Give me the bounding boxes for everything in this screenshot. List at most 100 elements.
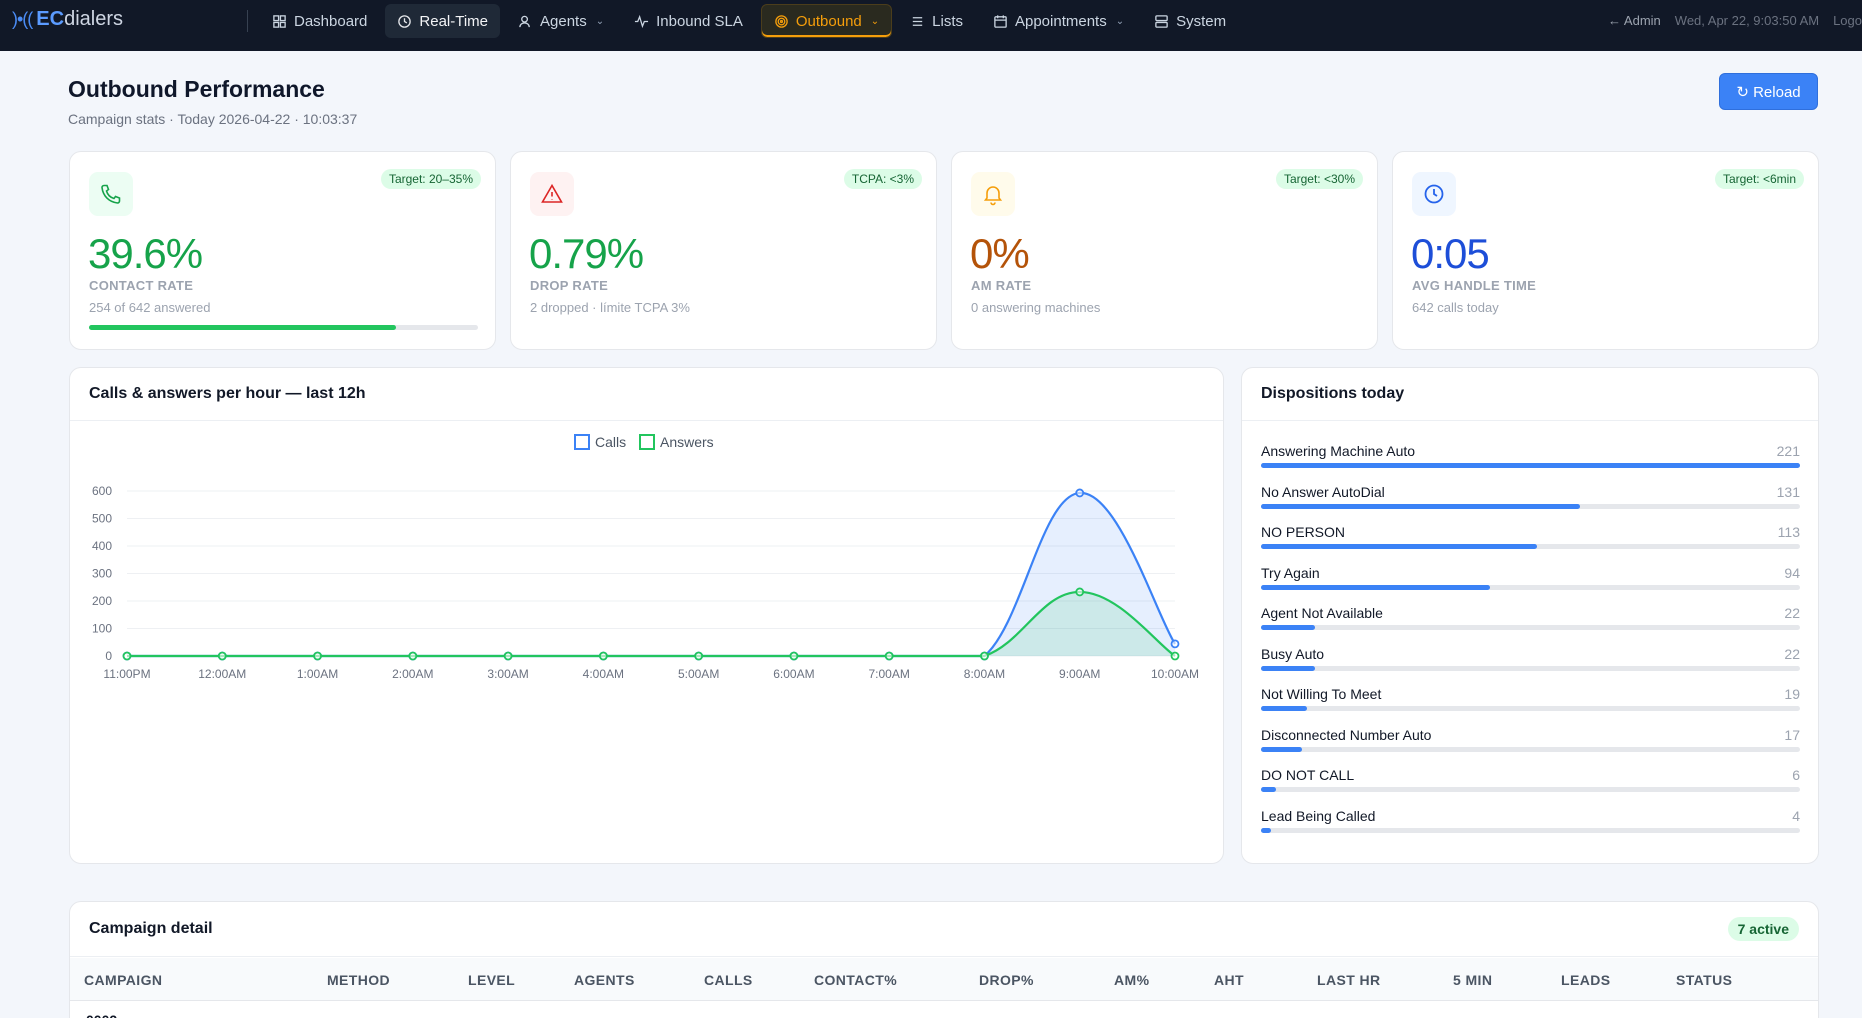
column-header[interactable]: DROP% (979, 972, 1034, 988)
chevron-down-icon: ⌄ (1115, 15, 1125, 27)
kpi-value: 0:05 (1411, 230, 1490, 277)
x-tick-label: 4:00AM (583, 667, 624, 681)
disposition-bar-track (1261, 787, 1800, 792)
data-point (503, 651, 513, 661)
dispositions-list: Answering Machine Auto 221 No Answer AutoD… (1261, 443, 1800, 848)
column-header[interactable]: AM% (1114, 972, 1150, 988)
top-nav: )•(( ECdialers Dashboard Real-Time Agent… (0, 0, 1862, 51)
calls-answers-chart: 0 100 200 300 400 500 600 11:00PM 12:00AM 1:00AM 2… (92, 434, 1199, 681)
disposition-bar-track (1261, 584, 1800, 590)
column-header[interactable]: AGENTS (574, 972, 635, 988)
disposition-name: No Answer AutoDial (1261, 483, 1385, 500)
legend-swatch (574, 434, 590, 450)
y-tick-label: 0 (105, 649, 112, 663)
disposition-count: 17 (1784, 726, 1800, 743)
campaign-title: Campaign detail (89, 920, 213, 937)
admin-link[interactable]: ← Admin (1608, 13, 1661, 28)
kpi-target-badge: Target: <6min (1714, 169, 1804, 189)
campaign-row-name[interactable]: 0002 (86, 1012, 117, 1018)
column-header[interactable]: LEVEL (468, 972, 516, 988)
data-point (217, 651, 227, 661)
page-title: Outbound Performance (68, 76, 325, 102)
bell-icon (971, 172, 1015, 216)
column-header[interactable]: CAMPAIGN (84, 972, 163, 988)
page-subtitle: Campaign stats · Today 2026-04-22 · 10:0… (68, 111, 358, 127)
disposition-row: Agent Not Available 22 (1261, 605, 1800, 646)
campaign-detail-panel: Campaign detail 7 active CAMPAIGN METHOD L… (69, 901, 1819, 1018)
x-tick-label: 7:00AM (869, 667, 910, 681)
nav-right: ← Admin Wed, Apr 22, 9:03:50 AM Logo (1608, 13, 1862, 28)
nav-agents[interactable]: Agents ⌄ (506, 4, 616, 38)
nav-realtime-label: Real-Time (419, 12, 489, 30)
column-header[interactable]: LEADS (1561, 972, 1611, 988)
data-point (313, 651, 322, 661)
nav-lists[interactable]: Lists (898, 4, 975, 38)
disposition-count: 19 (1784, 686, 1800, 702)
logout-link[interactable]: Logo (1833, 13, 1862, 28)
disposition-bar-track (1261, 503, 1800, 509)
column-header[interactable]: AHT (1214, 972, 1244, 988)
nav-outbound[interactable]: Outbound ⌄ (760, 4, 893, 38)
disposition-name: NO PERSON (1261, 524, 1346, 540)
disposition-count: 113 (1777, 524, 1800, 540)
nav-inbound-sla[interactable]: Inbound SLA (622, 4, 755, 38)
disposition-row: No Answer AutoDial 131 (1261, 484, 1800, 525)
calls-chart-panel: Calls & answers per hour — last 12h 0 100… (69, 367, 1224, 864)
disposition-name: Answering Machine Auto (1261, 443, 1416, 459)
kpi-contact-rate: Target: 20–35% 39.6% CONTACT RATE 254 of… (69, 151, 496, 350)
disposition-bar-track (1261, 463, 1800, 468)
kpi-sub: 2 dropped · límite TCPA 3% (530, 300, 690, 315)
disposition-name: Disconnected Number Auto (1261, 726, 1432, 743)
disposition-name: DO NOT CALL (1261, 767, 1355, 783)
disposition-count: 94 (1784, 564, 1800, 581)
disposition-name: Not Willing To Meet (1261, 686, 1382, 702)
disposition-name: Lead Being Called (1261, 807, 1376, 824)
x-tick-label: 11:00PM (103, 667, 150, 681)
campaign-header: Campaign detail 7 active (70, 902, 1818, 957)
nav-realtime[interactable]: Real-Time (385, 4, 501, 38)
nav-system[interactable]: System (1142, 4, 1238, 38)
nav-dashboard[interactable]: Dashboard (260, 4, 379, 38)
nav-inbound-sla-label: Inbound SLA (656, 12, 743, 30)
disposition-count: 22 (1784, 645, 1800, 662)
brand-logo[interactable]: )•(( ECdialers (12, 8, 123, 31)
data-point (980, 651, 989, 661)
kpi-sub: 0 answering machines (971, 300, 1101, 315)
clock-icon (398, 14, 412, 28)
disposition-bar-fill (1261, 665, 1315, 671)
data-point (789, 651, 799, 661)
reload-button[interactable]: ↻ Reload (1719, 73, 1818, 110)
column-header[interactable]: CALLS (704, 972, 753, 988)
disposition-name: Busy Auto (1261, 645, 1325, 662)
kpi-am-rate: Target: <30% 0% AM RATE 0 answering mach… (951, 151, 1378, 350)
data-point (598, 651, 608, 661)
data-point (884, 651, 894, 661)
disposition-count: 6 (1792, 767, 1800, 783)
x-tick-label: 12:00AM (198, 667, 246, 681)
y-tick-label: 200 (92, 594, 112, 608)
disposition-count: 22 (1784, 605, 1800, 621)
kpi-avg-handle-time: Target: <6min 0:05 AVG HANDLE TIME 642 c… (1392, 151, 1819, 350)
column-header[interactable]: 5 MIN (1453, 972, 1493, 988)
disposition-bar-track (1261, 665, 1800, 671)
column-header[interactable]: LAST HR (1317, 972, 1381, 988)
x-tick-label: 8:00AM (964, 667, 1005, 681)
kpi-target-badge: Target: 20–35% (380, 169, 481, 189)
y-tick-label: 500 (92, 512, 112, 526)
column-header[interactable]: METHOD (327, 972, 391, 988)
nav-outbound-label: Outbound (795, 12, 862, 30)
disposition-row: Not Willing To Meet 19 (1261, 686, 1800, 727)
user-icon (519, 15, 530, 27)
contact-rate-progress (89, 325, 478, 330)
legend-label: Calls (595, 434, 626, 450)
kpi-label: DROP RATE (530, 278, 609, 293)
kpi-label: CONTACT RATE (89, 278, 194, 293)
kpi-label: AVG HANDLE TIME (1412, 278, 1537, 293)
x-tick-label: 10:00AM (1151, 667, 1199, 681)
column-header[interactable]: STATUS (1676, 972, 1733, 988)
column-header[interactable]: CONTACT% (814, 972, 898, 988)
nav-appointments[interactable]: Appointments ⌄ (981, 4, 1136, 38)
disposition-bar-track (1261, 625, 1800, 630)
disposition-count: 131 (1776, 483, 1800, 500)
disposition-row: Lead Being Called 4 (1261, 808, 1800, 849)
